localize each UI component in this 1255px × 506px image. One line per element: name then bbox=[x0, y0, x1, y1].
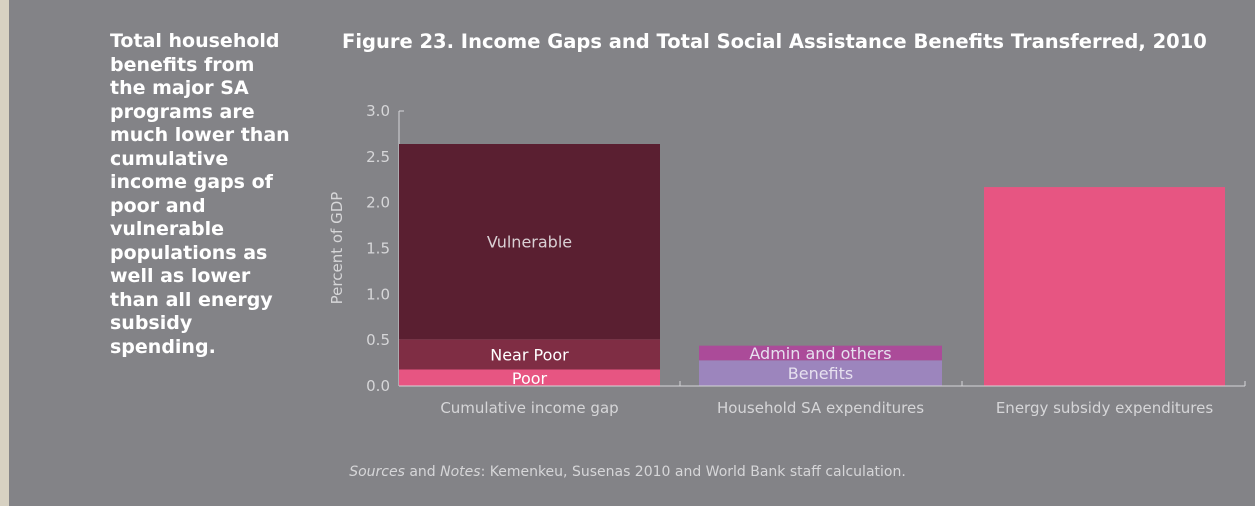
bar-segment bbox=[399, 369, 660, 386]
bar-segment bbox=[399, 144, 660, 340]
sources-label: Sources bbox=[349, 464, 405, 480]
notes-label: Notes bbox=[440, 464, 481, 480]
y-tick-label: 3.0 bbox=[366, 102, 390, 120]
bar-segment bbox=[699, 345, 942, 361]
y-axis: 0.0 0.5 1.0 1.5 2.0 2.5 3.0 bbox=[366, 102, 404, 395]
segment-label: Poor bbox=[512, 369, 548, 388]
x-tick-label: Household SA expenditures bbox=[717, 399, 924, 417]
y-axis-label: Percent of GDP bbox=[328, 192, 346, 305]
bar-segment bbox=[699, 360, 942, 386]
x-tick-label: Energy subsidy expenditures bbox=[996, 399, 1214, 417]
bar-segment bbox=[399, 339, 660, 370]
y-tick-label: 2.5 bbox=[366, 148, 390, 166]
y-tick-label: 0.5 bbox=[366, 331, 390, 349]
x-tick-label: Cumulative income gap bbox=[440, 399, 618, 417]
segment-label: Vulnerable bbox=[487, 233, 572, 252]
bar-segment bbox=[984, 187, 1225, 386]
chart-title: Figure 23. Income Gaps and Total Social … bbox=[342, 30, 1207, 53]
segment-label: Near Poor bbox=[490, 345, 569, 364]
y-tick-label: 1.5 bbox=[366, 240, 390, 258]
sidebar-summary: Total household benefits from the major … bbox=[110, 30, 290, 358]
y-tick-label: 1.0 bbox=[366, 285, 390, 303]
sources-connector: and bbox=[404, 464, 441, 480]
sources-text: : Kemenkeu, Susenas 2010 and World Bank … bbox=[480, 464, 906, 480]
sources-note: Sources and Notes: Kemenkeu, Susenas 201… bbox=[0, 464, 1255, 480]
x-axis: Cumulative income gap Household SA expend… bbox=[399, 381, 1246, 417]
segment-label: Admin and others bbox=[749, 344, 891, 363]
y-tick-label: 2.0 bbox=[366, 194, 390, 212]
y-tick-label: 0.0 bbox=[366, 377, 390, 395]
segment-label: Benefits bbox=[788, 364, 854, 383]
